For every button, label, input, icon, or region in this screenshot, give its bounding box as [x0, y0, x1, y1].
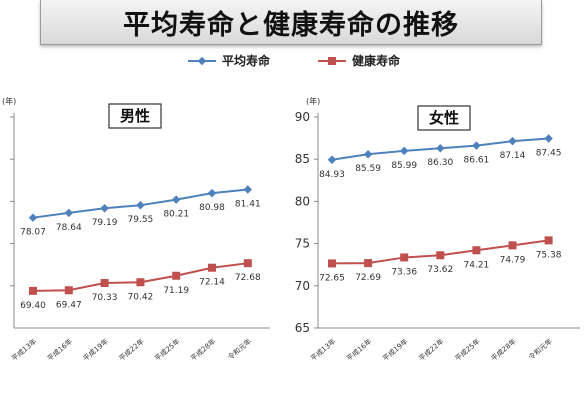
- female-avg-point: [508, 136, 517, 146]
- female-avg-point: [327, 155, 337, 165]
- male-healthy-point: [64, 286, 73, 295]
- female-data-label: 85.99: [391, 161, 417, 171]
- female-panel-title: 女性: [429, 109, 459, 127]
- female-data-label: 72.65: [319, 273, 345, 283]
- male-avg-point: [136, 200, 145, 210]
- male-avg-point: [100, 203, 109, 213]
- male-x-tick-label: 平成19年: [81, 337, 110, 363]
- female-y-tick-label: 75: [295, 237, 310, 251]
- female-x-tick-label: 平成13年: [309, 337, 338, 363]
- female-panel-title-box: [417, 105, 471, 131]
- female-x-tick-label: 令和元年: [527, 337, 554, 362]
- female-y-tick-label: 65: [295, 321, 310, 335]
- page-title: 平均寿命と健康寿命の推移: [123, 9, 459, 41]
- male-healthy-point: [29, 286, 37, 295]
- female-data-label: 87.45: [536, 149, 562, 159]
- female-avg-point: [436, 143, 445, 153]
- male-healthy-point: [208, 263, 216, 272]
- legend-swatch-avg: [187, 56, 216, 66]
- legend: 平均寿命 健康寿命: [0, 52, 588, 69]
- male-data-label: 71.19: [163, 286, 189, 296]
- female-avg-point: [544, 134, 553, 143]
- male-healthy-point: [100, 279, 109, 288]
- male-data-label: 69.40: [20, 301, 46, 311]
- male-data-label: 78.07: [20, 228, 46, 238]
- female-healthy-point: [364, 259, 373, 268]
- female-avg-point: [472, 141, 481, 150]
- male-data-label: 72.68: [235, 273, 261, 283]
- male-data-label: 80.98: [199, 203, 225, 213]
- female-x-tick-label: 平成25年: [453, 337, 482, 363]
- male-data-label: 81.41: [235, 199, 261, 209]
- female-x-tick-label: 平成22年: [417, 337, 446, 363]
- male-avg-point: [64, 208, 74, 218]
- female-data-label: 72.69: [355, 273, 381, 283]
- male-data-label: 79.19: [92, 218, 118, 228]
- male-healthy-point: [136, 278, 145, 287]
- female-healthy-point: [472, 246, 481, 255]
- female-healthy-point: [436, 251, 445, 260]
- legend-item-healthy: 健康寿命: [318, 52, 400, 69]
- male-x-tick-label: 平成28年: [189, 337, 218, 363]
- male-data-label: 78.64: [56, 223, 82, 233]
- female-healthy-point: [544, 236, 553, 245]
- male-avg-point: [207, 188, 217, 198]
- female-healthy-point: [328, 259, 336, 268]
- male-panel-title: 男性: [120, 107, 150, 125]
- female-healthy-point: [508, 241, 517, 250]
- female-data-label: 73.62: [427, 265, 453, 275]
- female-x-tick-label: 平成16年: [345, 337, 374, 363]
- male-data-label: 79.55: [128, 215, 154, 225]
- female-data-label: 73.36: [391, 267, 417, 277]
- female-data-label: 74.21: [464, 260, 490, 270]
- legend-item-avg: 平均寿命: [187, 52, 270, 69]
- female-y-tick-label: 90: [295, 110, 310, 124]
- female-data-label: 86.30: [427, 158, 453, 168]
- male-x-tick-label: 平成16年: [45, 337, 74, 363]
- male-avg-point: [171, 195, 181, 204]
- female-data-label: 74.79: [500, 255, 526, 265]
- female-data-label: 85.59: [355, 164, 381, 174]
- male-avg-point: [28, 213, 38, 222]
- female-data-label: 75.38: [536, 250, 562, 260]
- male-data-label: 69.47: [56, 300, 82, 310]
- female-y-tick-label: 80: [295, 194, 310, 208]
- legend-label-healthy: 健康寿命: [352, 54, 401, 68]
- title-banner: 平均寿命と健康寿命の推移: [40, 0, 542, 45]
- female-x-tick-label: 平成19年: [381, 337, 410, 363]
- female-avg-point: [399, 146, 409, 156]
- male-avg-point: [243, 185, 253, 194]
- female-healthy-point: [400, 253, 409, 262]
- female-avg-point: [363, 149, 373, 159]
- male-x-tick-label: 平成25年: [153, 337, 182, 363]
- male-x-tick-label: 令和元年: [226, 337, 253, 362]
- male-healthy-point: [243, 259, 252, 268]
- female-y-tick-label: 85: [295, 152, 310, 166]
- female-y-tick-label: 70: [295, 279, 310, 293]
- female-y-unit-label: (年): [306, 96, 320, 106]
- legend-swatch-healthy: [318, 56, 346, 66]
- male-data-label: 70.33: [92, 293, 118, 303]
- female-data-label: 86.61: [464, 156, 490, 166]
- male-y-unit-label: (年): [2, 96, 16, 106]
- legend-label-avg: 平均寿命: [221, 54, 270, 68]
- male-healthy-point: [172, 271, 181, 280]
- male-data-label: 80.21: [163, 210, 189, 220]
- male-data-label: 70.42: [128, 292, 154, 302]
- male-panel-title-box: [108, 103, 162, 129]
- female-x-tick-label: 平成28年: [489, 337, 518, 363]
- male-x-tick-label: 平成13年: [10, 337, 39, 363]
- female-data-label: 84.93: [319, 170, 345, 180]
- female-data-label: 87.14: [500, 151, 526, 161]
- male-x-tick-label: 平成22年: [117, 337, 146, 363]
- male-data-label: 72.14: [199, 278, 225, 288]
